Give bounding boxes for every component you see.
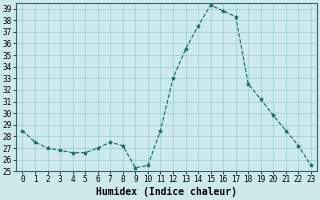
X-axis label: Humidex (Indice chaleur): Humidex (Indice chaleur)	[96, 187, 237, 197]
